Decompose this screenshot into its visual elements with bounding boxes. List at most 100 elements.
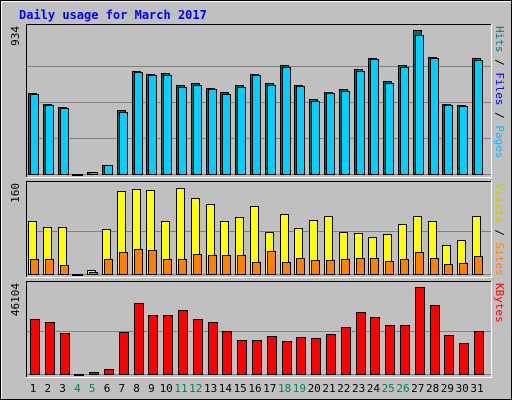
- bar-sites-day-26: [400, 259, 409, 275]
- bar-kbytes-day-11: [178, 310, 188, 375]
- bar-files-day-13: [208, 89, 217, 175]
- bar-sites-day-25: [385, 261, 394, 275]
- bar-kbytes-day-18: [282, 341, 292, 375]
- bar-sites-day-22: [341, 259, 350, 275]
- chart-title: Daily usage for March 2017: [19, 8, 207, 22]
- x-tick-label: 3: [59, 382, 66, 395]
- bar-sites-day-10: [163, 259, 172, 275]
- bar-sites-day-3: [60, 265, 69, 275]
- x-tick-label: 23: [352, 382, 365, 395]
- bar-sites-day-30: [459, 263, 468, 275]
- bar-sites-day-2: [45, 259, 54, 275]
- bar-kbytes-day-10: [163, 315, 173, 375]
- bar-kbytes-day-9: [148, 315, 158, 375]
- bar-files-day-11: [178, 87, 187, 175]
- bar-kbytes-day-4: [74, 374, 84, 376]
- bar-kbytes-day-21: [326, 334, 336, 375]
- x-tick-label: 24: [367, 382, 381, 395]
- legend-entry: KBytes: [493, 283, 506, 323]
- bar-sites-day-27: [415, 252, 424, 275]
- bar-sites-day-6: [104, 259, 113, 275]
- x-tick-label: 13: [204, 382, 217, 395]
- bar-kbytes-day-19: [296, 337, 306, 375]
- bar-sites-day-17: [267, 251, 276, 275]
- legend-entry: Files: [493, 72, 506, 105]
- bar-kbytes-day-6: [104, 369, 114, 375]
- bar-files-day-9: [148, 75, 157, 175]
- bar-files-day-16: [252, 75, 261, 175]
- bar-kbytes-day-25: [385, 325, 395, 375]
- bar-files-day-14: [222, 94, 231, 175]
- bar-sites-day-21: [326, 260, 335, 275]
- bar-kbytes-day-22: [341, 327, 351, 375]
- bar-sites-day-5: [89, 272, 98, 275]
- bar-files-day-2: [45, 105, 54, 175]
- bar-files-day-6: [104, 165, 113, 175]
- bar-files-day-4: [74, 174, 83, 176]
- x-tick-label: 15: [234, 382, 247, 395]
- x-tick-label: 20: [308, 382, 321, 395]
- bar-files-day-1: [30, 94, 39, 175]
- x-tick-label: 30: [456, 382, 469, 395]
- x-tick-label: 26: [396, 382, 409, 395]
- x-tick-label: 8: [133, 382, 140, 395]
- x-axis-labels: 1 2 3 4 5 6 7 8 9 10 11 12 13 14 15 16 17 18 19 20 21 22 23 24 2…: [30, 382, 484, 395]
- legend-entry: Hits: [493, 26, 506, 53]
- bar-kbytes-day-3: [60, 333, 70, 375]
- bar-kbytes-day-8: [134, 303, 144, 375]
- legend-entry: /: [493, 106, 506, 126]
- y-axis-max-label: 934: [9, 26, 22, 46]
- x-tick-label: 5: [89, 382, 96, 395]
- bar-files-day-12: [193, 85, 202, 175]
- x-tick-label: 31: [470, 382, 483, 395]
- bar-kbytes-day-2: [45, 322, 55, 375]
- legend-entry: /: [493, 223, 506, 243]
- bar-sites-day-4: [74, 274, 83, 276]
- bar-files-day-7: [119, 112, 128, 175]
- bar-kbytes-day-28: [430, 305, 440, 375]
- bar-kbytes-day-27: [415, 287, 425, 375]
- bar-files-day-27: [415, 35, 424, 175]
- bar-sites-day-15: [237, 255, 246, 275]
- bar-sites-day-18: [282, 262, 291, 275]
- x-tick-label: 17: [263, 382, 276, 395]
- x-tick-label: 27: [411, 382, 424, 395]
- x-tick-label: 11: [174, 382, 187, 395]
- y-axis-max-label: 46104: [9, 283, 22, 316]
- bar-sites-day-11: [178, 259, 187, 275]
- chart-panels: 934 Hits / Files / Pages 160 Visits / Sites…: [9, 24, 506, 378]
- x-tick-label: 25: [382, 382, 395, 395]
- bar-kbytes-day-13: [208, 322, 218, 375]
- bar-files-day-23: [356, 71, 365, 175]
- bar-kbytes-day-7: [119, 332, 129, 375]
- bar-sites-day-24: [370, 258, 379, 275]
- x-tick-label: 28: [426, 382, 439, 395]
- bar-files-day-10: [163, 75, 172, 175]
- bar-sites-day-16: [252, 262, 261, 275]
- bar-sites-day-28: [430, 258, 439, 275]
- bar-files-day-21: [326, 93, 335, 175]
- bar-kbytes-day-17: [267, 336, 277, 375]
- legend-entry: Sites: [493, 243, 506, 276]
- bar-sites-day-9: [148, 250, 157, 275]
- bar-sites-day-29: [444, 264, 453, 275]
- bar-files-day-17: [267, 85, 276, 175]
- bar-kbytes-day-23: [356, 312, 366, 375]
- series-legend: Hits / Files / Pages: [493, 26, 506, 159]
- legend-entry: /: [493, 53, 506, 73]
- bar-files-day-3: [60, 108, 69, 175]
- bar-sites-day-14: [222, 255, 231, 275]
- bar-files-day-22: [341, 91, 350, 175]
- x-tick-label: 1: [30, 382, 37, 395]
- x-tick-label: 9: [148, 382, 155, 395]
- kbytes-panel: 46104 KBytes: [9, 281, 506, 378]
- legend-entry: Visits: [493, 183, 506, 223]
- bar-sites-day-20: [311, 260, 320, 275]
- visits-panel: 160 Visits / Sites: [9, 181, 506, 278]
- bar-kbytes-day-31: [474, 331, 484, 375]
- x-tick-label: 10: [160, 382, 173, 395]
- x-tick-label: 12: [189, 382, 202, 395]
- bar-kbytes-day-16: [252, 340, 262, 375]
- x-tick-label: 18: [278, 382, 291, 395]
- x-tick-label: 29: [441, 382, 454, 395]
